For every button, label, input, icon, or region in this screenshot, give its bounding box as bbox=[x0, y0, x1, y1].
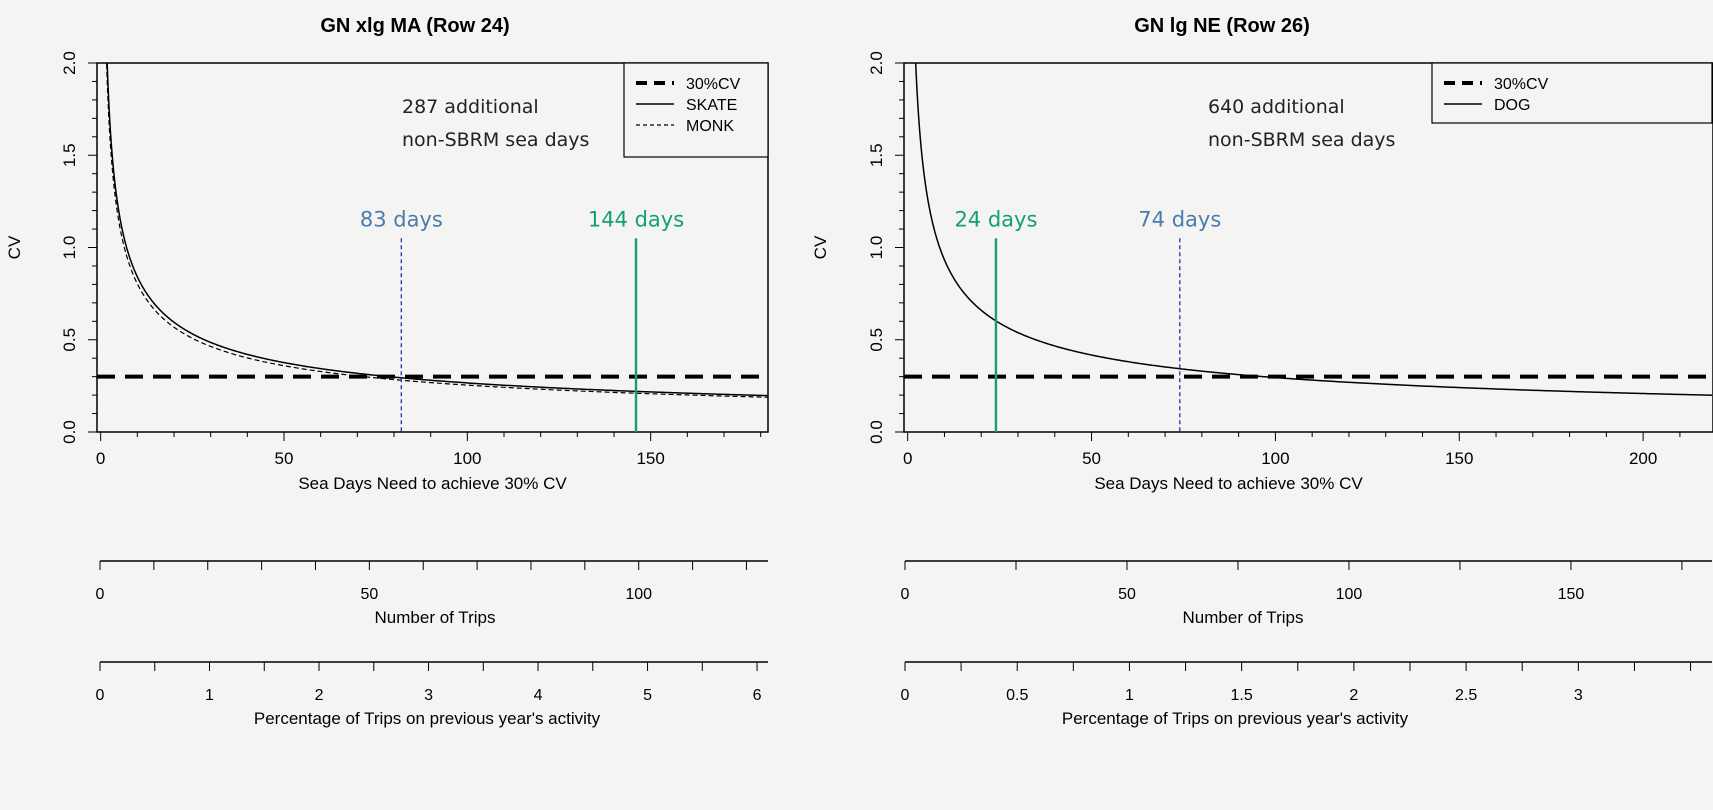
secondary-tick-label: 0 bbox=[96, 586, 105, 603]
chart-title: GN lg NE (Row 26) bbox=[1134, 15, 1310, 37]
secondary-tick-label: 50 bbox=[360, 586, 378, 603]
y-tick-label: 0.5 bbox=[60, 328, 79, 352]
secondary-axis-label: Percentage of Trips on previous year's a… bbox=[254, 709, 601, 728]
y-tick-label: 2.0 bbox=[867, 51, 886, 75]
secondary-tick-label: 0 bbox=[96, 687, 105, 704]
secondary-tick-label: 2 bbox=[1349, 687, 1358, 704]
secondary-axis-label: Number of Trips bbox=[375, 608, 496, 627]
secondary-tick-label: 150 bbox=[1558, 586, 1585, 603]
chart-title: GN xlg MA (Row 24) bbox=[320, 15, 509, 37]
secondary-tick-label: 1 bbox=[205, 687, 214, 704]
x-tick-label: 200 bbox=[1629, 449, 1657, 468]
secondary-tick-label: 4 bbox=[534, 687, 543, 704]
series-line-skate bbox=[106, 63, 768, 397]
secondary-tick-label: 1 bbox=[1125, 687, 1134, 704]
y-tick-label: 1.0 bbox=[867, 236, 886, 260]
x-tick-label: 150 bbox=[636, 449, 664, 468]
secondary-axis-label: Number of Trips bbox=[1183, 608, 1304, 627]
secondary-tick-label: 0 bbox=[901, 687, 910, 704]
annotation-line1: 640 additional bbox=[1208, 96, 1345, 118]
y-tick-label: 0.5 bbox=[867, 328, 886, 352]
x-tick-label: 150 bbox=[1445, 449, 1473, 468]
annotation-line1: 287 additional bbox=[402, 96, 539, 118]
secondary-tick-label: 2 bbox=[315, 687, 324, 704]
secondary-tick-label: 0 bbox=[901, 586, 910, 603]
legend-label: 30%CV bbox=[1494, 76, 1549, 93]
secondary-tick-label: 3 bbox=[1574, 687, 1583, 704]
y-tick-label: 1.5 bbox=[867, 143, 886, 167]
marker-label: 24 days bbox=[954, 207, 1037, 231]
secondary-tick-label: 100 bbox=[625, 586, 652, 603]
y-tick-label: 2.0 bbox=[60, 51, 79, 75]
x-tick-label: 0 bbox=[903, 449, 912, 468]
x-tick-label: 100 bbox=[453, 449, 481, 468]
y-tick-label: 1.5 bbox=[60, 143, 79, 167]
x-tick-label: 50 bbox=[1082, 449, 1101, 468]
x-axis-label: Sea Days Need to achieve 30% CV bbox=[298, 474, 567, 493]
x-axis-label: Sea Days Need to achieve 30% CV bbox=[1094, 474, 1363, 493]
series-line-monk bbox=[105, 63, 768, 398]
secondary-tick-label: 100 bbox=[1336, 586, 1363, 603]
y-tick-label: 0.0 bbox=[60, 420, 79, 444]
secondary-tick-label: 5 bbox=[643, 687, 652, 704]
legend-box bbox=[623, 62, 769, 158]
secondary-tick-label: 0.5 bbox=[1006, 687, 1028, 704]
legend-label: 30%CV bbox=[686, 76, 741, 93]
x-tick-label: 50 bbox=[275, 449, 294, 468]
series-line-dog bbox=[914, 63, 1712, 396]
legend-label: DOG bbox=[1494, 97, 1530, 114]
marker-label: 74 days bbox=[1138, 207, 1221, 231]
marker-label: 83 days bbox=[360, 207, 443, 231]
y-axis-label: CV bbox=[811, 235, 830, 259]
secondary-tick-label: 50 bbox=[1118, 586, 1136, 603]
secondary-axis-label: Percentage of Trips on previous year's a… bbox=[1062, 709, 1409, 728]
secondary-tick-label: 1.5 bbox=[1231, 687, 1253, 704]
secondary-tick-label: 2.5 bbox=[1455, 687, 1477, 704]
annotation-line2: non-SBRM sea days bbox=[402, 129, 589, 151]
y-axis-label: CV bbox=[5, 235, 24, 259]
secondary-tick-label: 6 bbox=[753, 687, 762, 704]
y-tick-label: 1.0 bbox=[60, 236, 79, 260]
marker-label: 144 days bbox=[588, 207, 684, 231]
y-tick-label: 0.0 bbox=[867, 420, 886, 444]
legend-box bbox=[1431, 62, 1713, 124]
x-tick-label: 100 bbox=[1261, 449, 1289, 468]
legend-label: SKATE bbox=[686, 97, 737, 114]
secondary-tick-label: 3 bbox=[424, 687, 433, 704]
annotation-line2: non-SBRM sea days bbox=[1208, 129, 1395, 151]
legend-label: MONK bbox=[686, 118, 734, 135]
x-tick-label: 0 bbox=[96, 449, 105, 468]
